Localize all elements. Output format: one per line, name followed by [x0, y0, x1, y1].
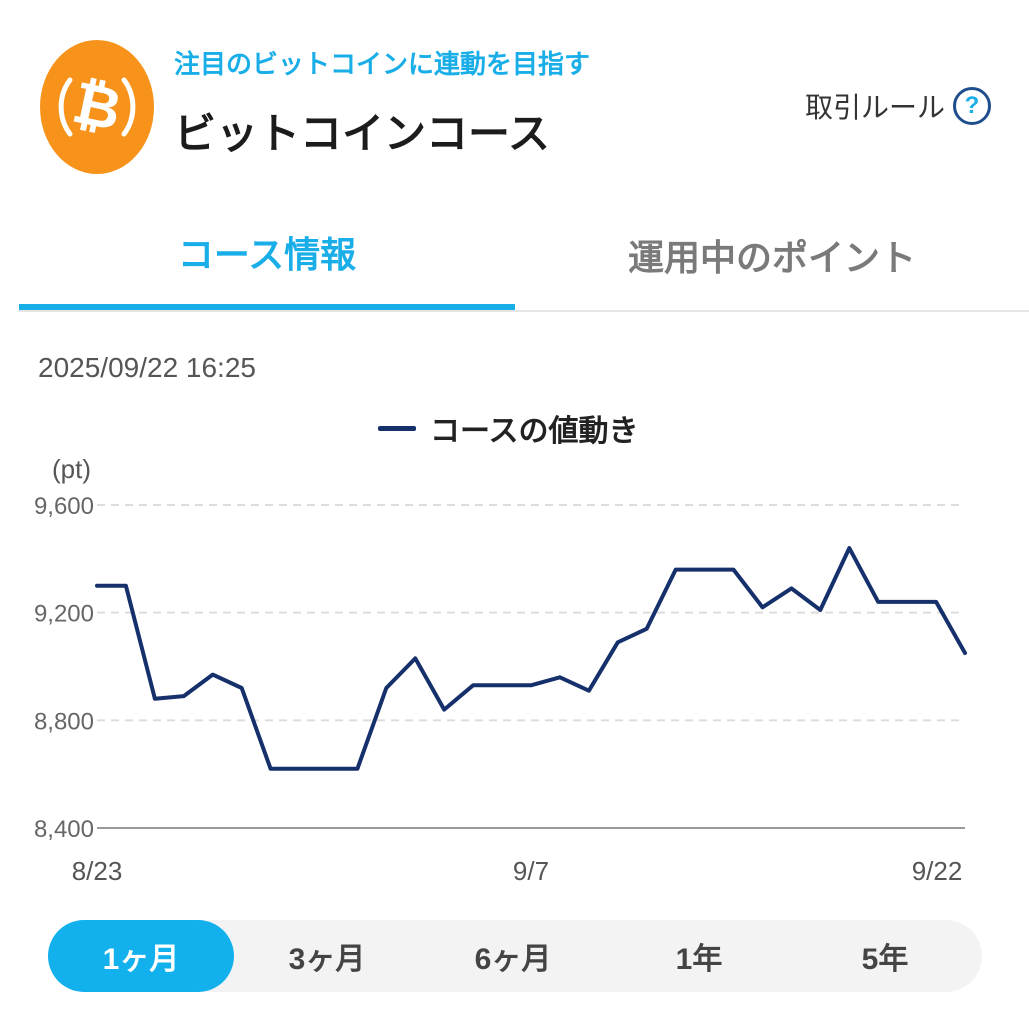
help-icon[interactable]: ?	[953, 87, 991, 125]
y-axis-label: (pt)	[52, 454, 91, 484]
y-tick-label: 9,200	[34, 601, 94, 628]
x-tick-label: 9/22	[912, 856, 963, 886]
range-button-6m[interactable]: 6ヶ月	[474, 943, 552, 976]
range-button-3m[interactable]: 3ヶ月	[288, 943, 366, 976]
trading-rules-link[interactable]: 取引ルール ?	[805, 86, 991, 126]
y-tick-label: 8,800	[34, 708, 94, 735]
tab-bar: コース情報 運用中のポイント	[19, 200, 1029, 312]
tab-active-points[interactable]: 運用中のポイント	[627, 238, 916, 279]
range-button-1m[interactable]: 1ヶ月	[48, 920, 234, 992]
range-selector: 1ヶ月 3ヶ月 6ヶ月 1年 5年	[48, 920, 982, 992]
bitcoin-logo-icon: ₿	[40, 40, 154, 174]
tab-course-info[interactable]: コース情報	[19, 200, 515, 310]
price-line-chart: (pt) 8,400 8,800 9,200 9,600 8/23 9/7 9/22	[34, 454, 967, 886]
course-tagline: 注目のビットコインに連動を目指す	[174, 50, 591, 80]
course-title: ビットコインコース	[174, 109, 550, 158]
legend-swatch	[378, 425, 416, 431]
series-line	[95, 546, 967, 771]
x-tick-label: 8/23	[72, 856, 123, 886]
legend-label: コースの値動き	[430, 414, 639, 449]
chart-legend: コースの値動き	[378, 406, 639, 450]
x-tick-label: 9/7	[513, 856, 549, 886]
chart-timestamp: 2025/09/22 16:25	[38, 352, 256, 383]
y-tick-label: 8,400	[34, 816, 94, 843]
range-button-5y[interactable]: 5年	[861, 943, 909, 976]
trading-rules-label: 取引ルール	[804, 91, 945, 124]
y-tick-label: 9,600	[34, 493, 94, 520]
range-button-1y[interactable]: 1年	[675, 943, 723, 976]
